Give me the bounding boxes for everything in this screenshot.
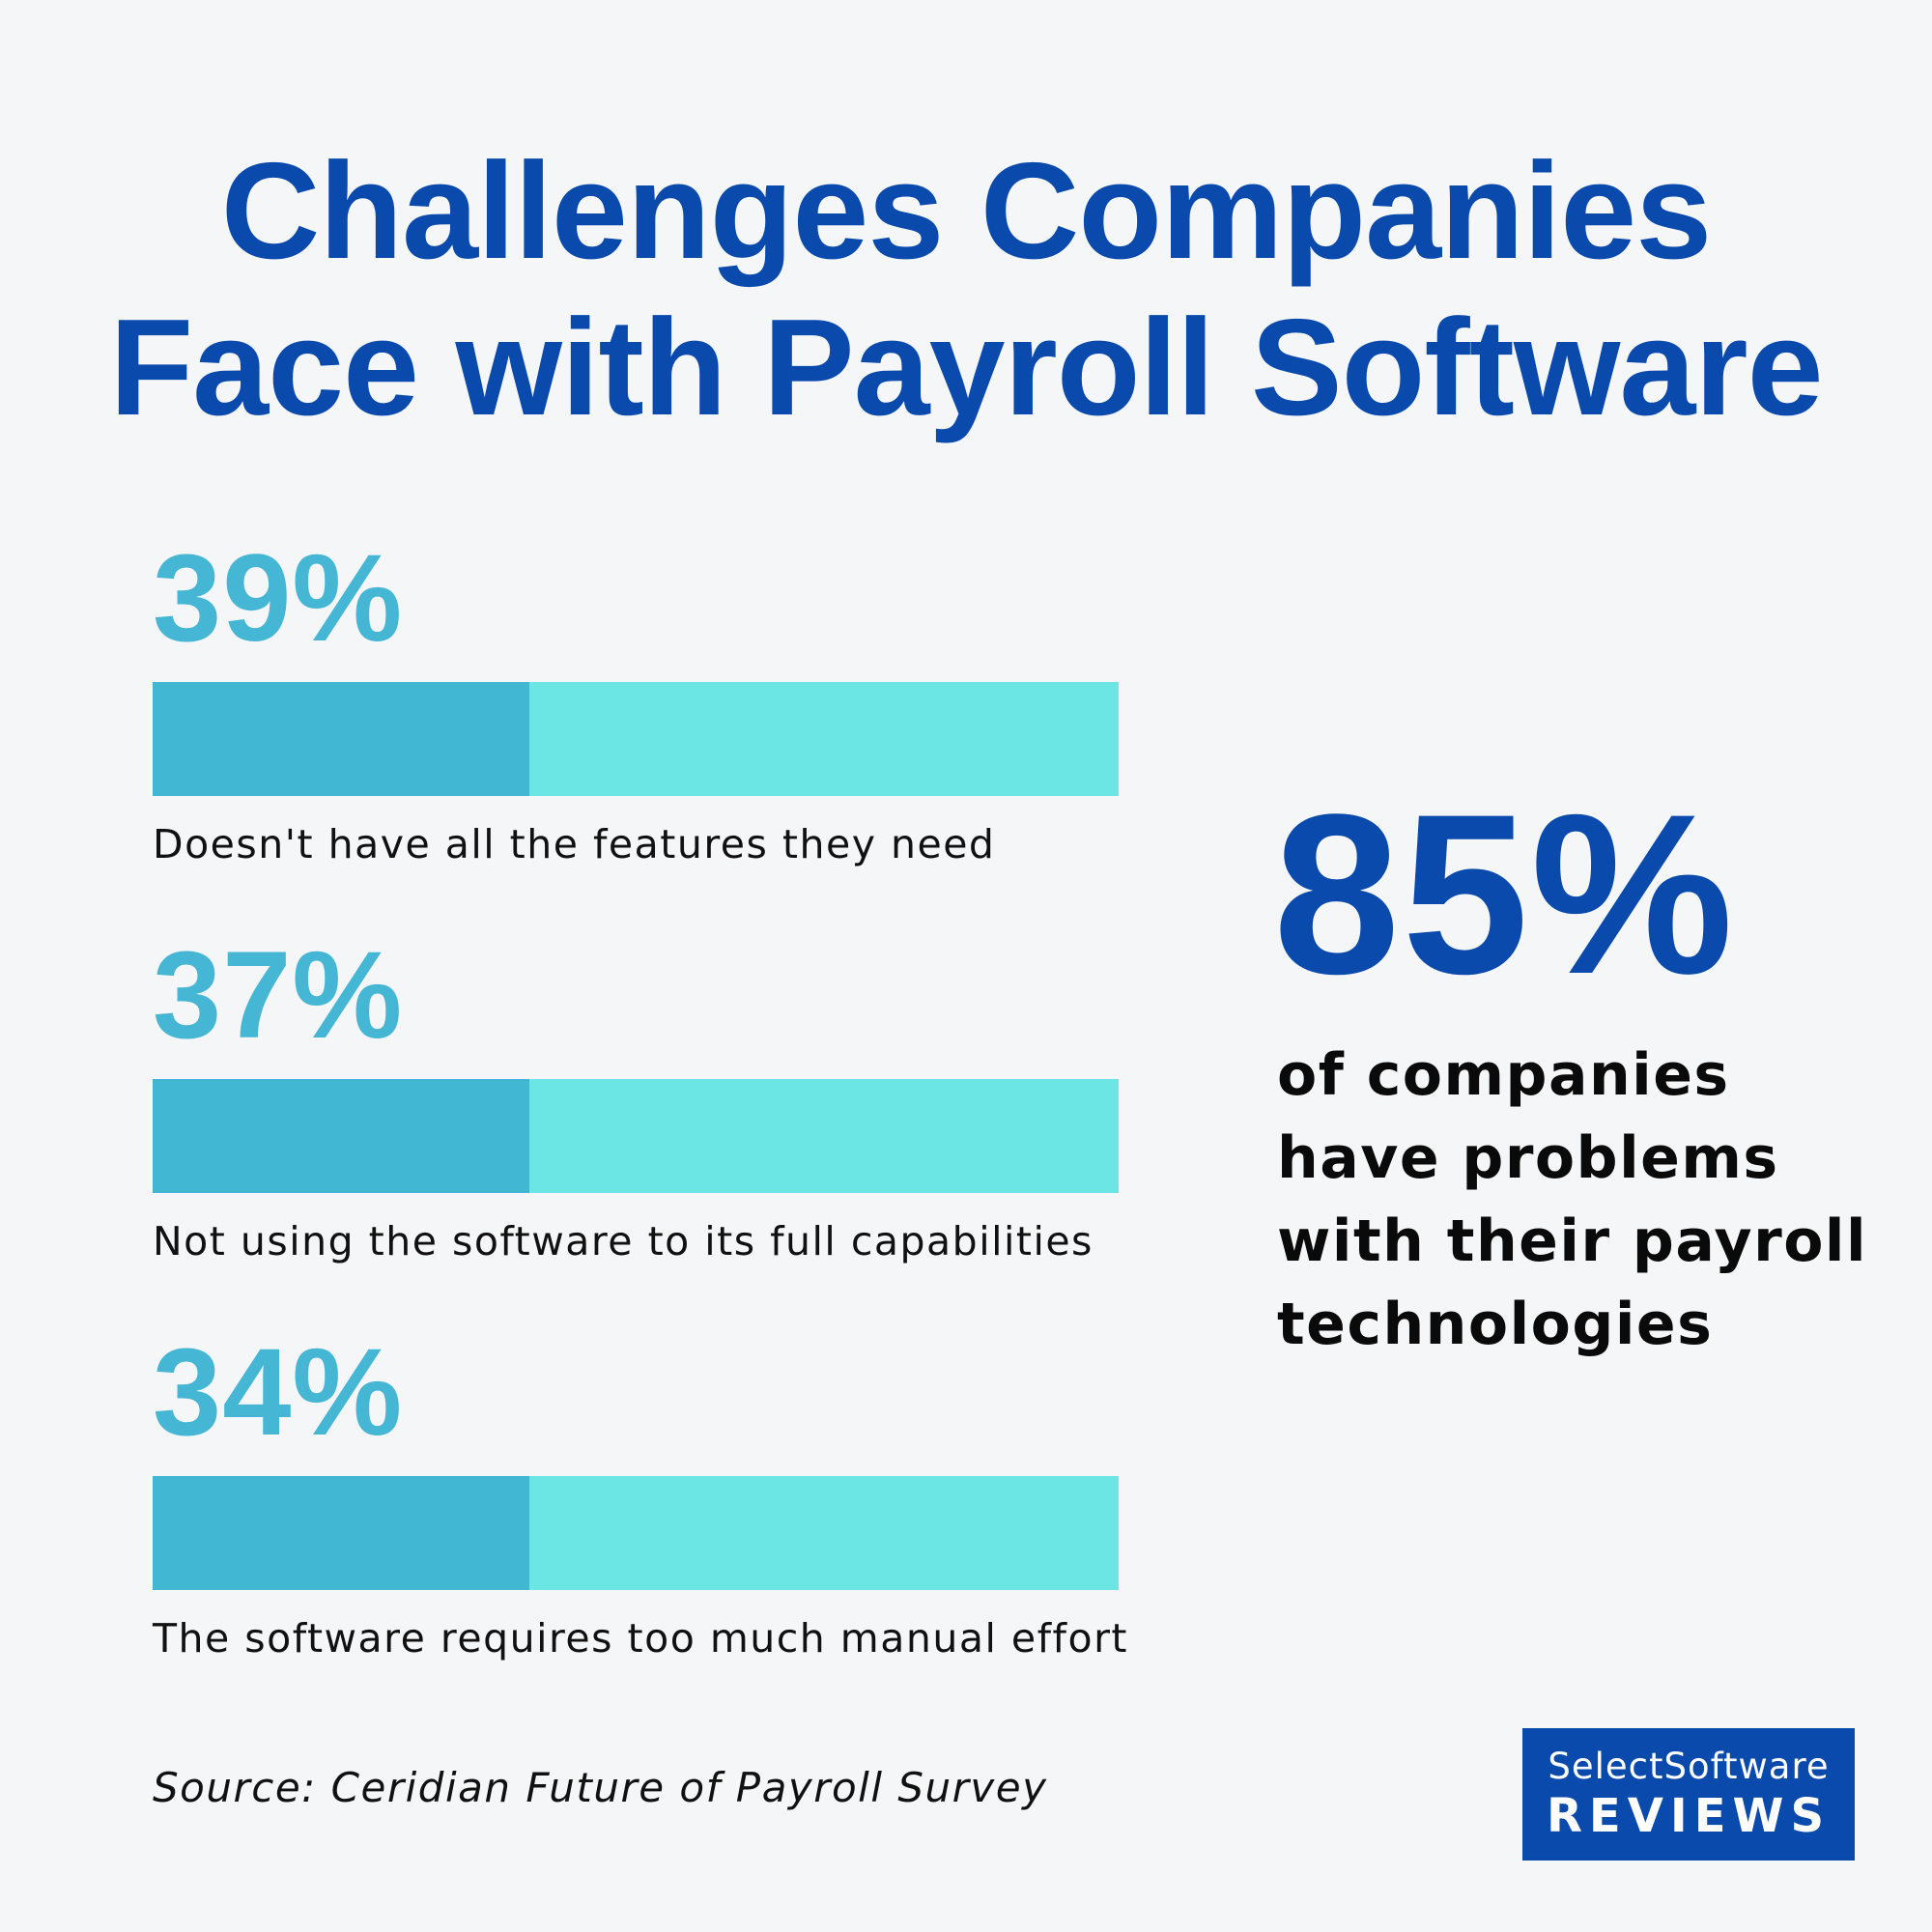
logo-line-1: SelectSoftware (1548, 1746, 1830, 1787)
stat-percentage: 34% (153, 1323, 404, 1462)
title-line-1: Challenges Companies (220, 134, 1712, 288)
stat-block-capabilities: 37% Not using the software to its full c… (153, 934, 1215, 1264)
progress-bar-track (153, 1079, 1119, 1193)
brand-logo: SelectSoftware REVIEWS (1522, 1728, 1855, 1861)
stat-label: Not using the software to its full capab… (153, 1218, 1094, 1264)
page-title: Challenges Companies Face with Payroll S… (0, 133, 1932, 446)
stat-label: The software requires too much manual ef… (153, 1615, 1129, 1662)
stat-label: Doesn't have all the features they need (153, 821, 996, 867)
progress-bar-track (153, 1476, 1119, 1590)
highlight-percentage: 85% (1273, 767, 1736, 1022)
stat-block-features: 39% Doesn't have all the features they n… (153, 537, 1215, 867)
progress-bar-fill (153, 1476, 529, 1590)
progress-bar-track (153, 682, 1119, 796)
logo-line-2: REVIEWS (1546, 1789, 1832, 1843)
progress-bar-fill (153, 682, 529, 796)
progress-bar-fill (153, 1079, 529, 1193)
stat-block-manual-effort: 34% The software requires too much manua… (153, 1331, 1215, 1662)
highlight-description: of companies have problems with their pa… (1277, 1041, 1868, 1358)
source-citation: Source: Ceridian Future of Payroll Surve… (153, 1764, 1048, 1811)
stat-percentage: 39% (153, 529, 404, 668)
stat-percentage: 37% (153, 926, 404, 1065)
title-line-2: Face with Payroll Software (109, 291, 1823, 444)
